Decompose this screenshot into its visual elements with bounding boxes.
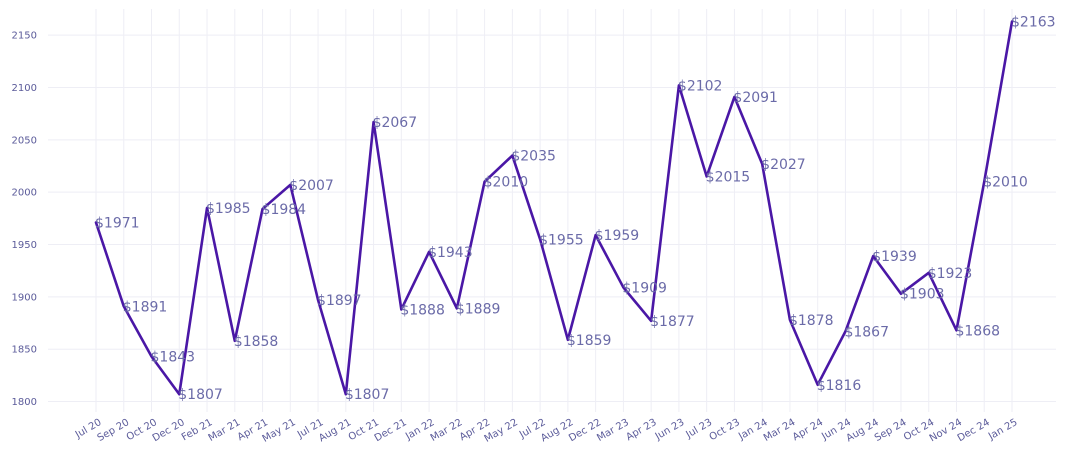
x-tick-label: Dec 21	[373, 417, 409, 444]
data-label: $1943	[428, 245, 473, 261]
data-label: $2010	[983, 175, 1028, 191]
y-tick-label: 2100	[12, 83, 37, 94]
y-axis-ticks: 1800 1850 1900 1950 2000 2050 2100 2150	[12, 31, 37, 408]
data-label: $2007	[289, 178, 334, 194]
data-label: $1858	[234, 334, 279, 350]
data-label: $1878	[789, 313, 834, 329]
data-label: $1867	[844, 324, 889, 340]
y-tick-label: 2150	[12, 31, 37, 42]
data-label: $1891	[123, 299, 168, 315]
data-label: $1816	[817, 378, 862, 394]
data-label: $2163	[1011, 15, 1056, 31]
data-label: $2015	[706, 169, 751, 185]
data-label: $1888	[400, 302, 445, 318]
data-label: $1877	[650, 314, 695, 330]
x-tick-label: Aug 21	[317, 417, 353, 444]
x-tick-label: Jan 25	[986, 417, 1019, 443]
data-label: $1955	[539, 232, 584, 248]
x-tick-label: Mar 23	[595, 417, 631, 444]
x-tick-label: Mar 24	[762, 417, 798, 444]
x-tick-label: Dec 24	[956, 417, 992, 444]
x-tick-label: Mar 21	[207, 417, 243, 444]
data-label: $1985	[206, 201, 251, 217]
data-label: $1807	[345, 387, 390, 403]
x-tick-label: Sep 20	[96, 417, 132, 444]
x-tick-label: Jun 23	[653, 417, 687, 443]
y-tick-label: 1900	[12, 292, 37, 303]
x-tick-label: Apr 24	[791, 417, 825, 443]
y-tick-label: 1850	[12, 345, 37, 356]
grid-lines	[48, 9, 1056, 412]
y-tick-label: 1800	[12, 397, 37, 408]
data-label: $1897	[317, 293, 362, 309]
data-label: $1959	[595, 228, 640, 244]
data-label: $2027	[761, 157, 806, 173]
x-tick-label: Oct 23	[708, 417, 742, 443]
data-label: $2035	[511, 149, 556, 165]
data-label: $2067	[373, 115, 418, 131]
data-label: $1971	[95, 216, 140, 232]
data-label: $1939	[872, 249, 917, 265]
series-line	[94, 20, 1014, 396]
y-tick-label: 1950	[12, 240, 37, 251]
data-label: $1984	[262, 202, 307, 218]
x-tick-label: Mar 22	[429, 417, 465, 444]
data-label: $1903	[900, 287, 945, 303]
data-label: $1859	[567, 333, 612, 349]
data-label: $1909	[622, 280, 667, 296]
x-tick-label: Sep 24	[873, 417, 909, 444]
x-tick-label: Dec 20	[151, 417, 187, 444]
data-label: $1843	[151, 350, 196, 366]
data-label: $1923	[928, 266, 973, 282]
data-label: $1807	[178, 387, 223, 403]
data-label: $2010	[484, 175, 529, 191]
data-label: $2091	[733, 90, 778, 106]
y-tick-label: 2050	[12, 135, 37, 146]
data-label: $1889	[456, 301, 501, 317]
data-labels: $1971 $1891 $1843 $1807 $1985 $1858 $1984 $2007…	[95, 15, 1056, 404]
x-tick-label: Apr 23	[624, 417, 658, 443]
y-tick-label: 2000	[12, 188, 37, 199]
data-label: $1868	[955, 323, 1000, 339]
data-label: $2102	[678, 78, 723, 94]
